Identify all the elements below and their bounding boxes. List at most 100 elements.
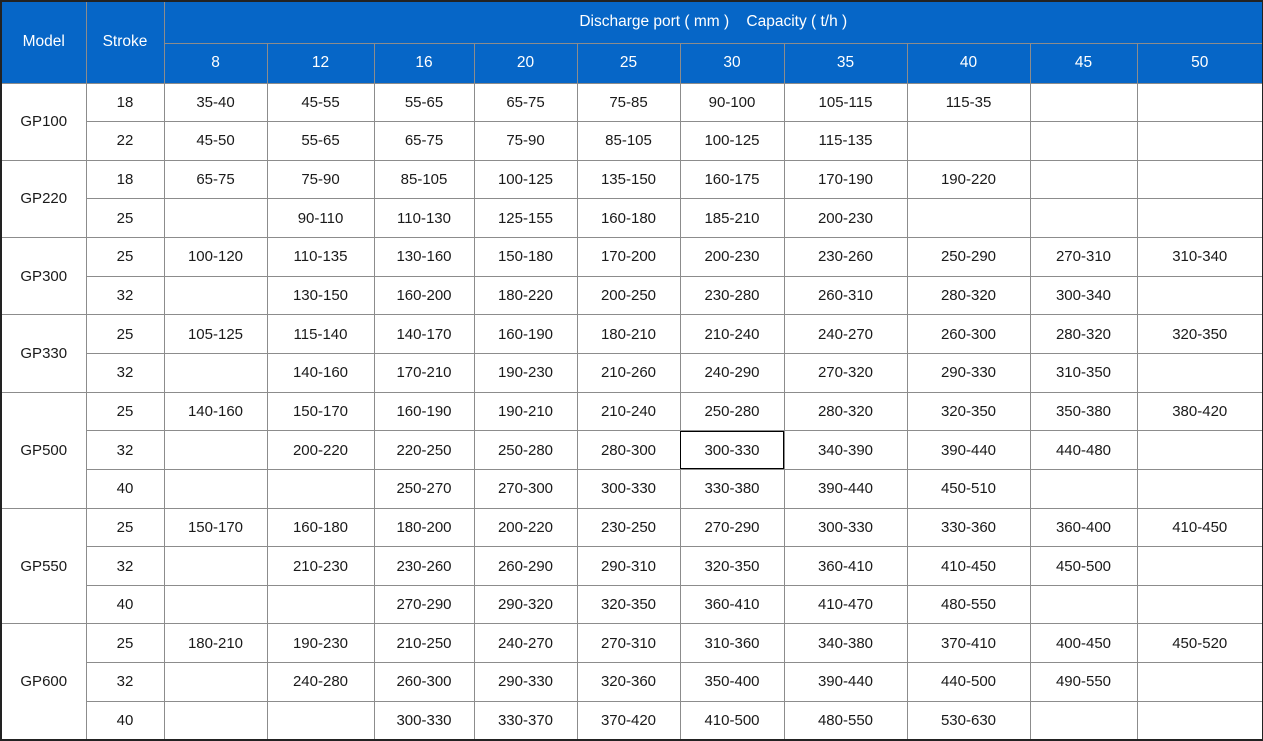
port-header-25: 25 xyxy=(576,42,681,84)
stroke-cell: 18 xyxy=(85,159,165,200)
stroke-cell: 32 xyxy=(85,546,165,586)
discharge-capacity-header: Discharge port ( mm ) Capacity ( t/h ) xyxy=(163,0,1263,44)
capacity-cell: 260-290 xyxy=(473,546,578,586)
capacity-cell: 210-250 xyxy=(373,623,475,664)
capacity-cell: 65-75 xyxy=(473,82,578,123)
capacity-cell: 100-120 xyxy=(163,237,268,277)
capacity-cell: 280-320 xyxy=(1029,314,1138,354)
capacity-cell xyxy=(1136,198,1263,239)
capacity-cell: 450-500 xyxy=(1029,546,1138,586)
capacity-cell: 350-380 xyxy=(1029,391,1138,432)
stroke-cell: 18 xyxy=(85,82,165,123)
capacity-cell: 160-180 xyxy=(266,507,375,548)
capacity-cell: 110-135 xyxy=(266,237,375,277)
capacity-cell: 300-330 xyxy=(783,507,908,548)
capacity-cell: 180-210 xyxy=(163,623,268,664)
capacity-cell: 480-550 xyxy=(783,700,908,741)
capacity-cell: 140-160 xyxy=(266,352,375,393)
capacity-cell: 200-230 xyxy=(783,198,908,239)
capacity-cell: 90-110 xyxy=(266,198,375,239)
capacity-cell: 300-330 xyxy=(373,700,475,741)
capacity-cell: 320-350 xyxy=(679,546,785,586)
header-row-top: Model Stroke Discharge port ( mm ) Capac… xyxy=(0,0,1263,84)
capacity-cell xyxy=(163,584,268,625)
capacity-cell: 200-250 xyxy=(576,275,681,316)
capacity-cell: 180-220 xyxy=(473,275,578,316)
capacity-cell: 370-410 xyxy=(906,623,1031,664)
stroke-column-header: Stroke xyxy=(85,0,165,84)
capacity-cell: 410-450 xyxy=(906,546,1031,586)
capacity-cell: 440-500 xyxy=(906,662,1031,702)
capacity-cell: 125-155 xyxy=(473,198,578,239)
capacity-cell: 185-210 xyxy=(679,198,785,239)
capacity-cell: 310-350 xyxy=(1029,352,1138,393)
capacity-cell: 55-65 xyxy=(373,82,475,123)
capacity-cell: 280-300 xyxy=(576,430,681,470)
capacity-cell xyxy=(1136,121,1263,161)
capacity-cell: 240-270 xyxy=(473,623,578,664)
capacity-cell xyxy=(163,198,268,239)
capacity-cell: 135-150 xyxy=(576,159,681,200)
capacity-cell: 45-50 xyxy=(163,121,268,161)
capacity-cell xyxy=(1136,159,1263,200)
capacity-cell: 330-380 xyxy=(679,468,785,509)
capacity-cell xyxy=(163,546,268,586)
model-cell: GP220 xyxy=(0,159,87,239)
capacity-cell: 270-310 xyxy=(576,623,681,664)
capacity-cell xyxy=(266,584,375,625)
capacity-cell: 490-550 xyxy=(1029,662,1138,702)
port-header-50: 50 xyxy=(1136,42,1263,84)
table-row: 32 130-150 160-200 180-220 200-250 230-280 260… xyxy=(1,275,1263,316)
stroke-cell: 40 xyxy=(85,584,165,625)
capacity-cell: 290-330 xyxy=(906,352,1031,393)
capacity-cell: 340-390 xyxy=(783,430,908,470)
capacity-cell: 230-280 xyxy=(679,275,785,316)
capacity-cell xyxy=(266,468,375,509)
capacity-cell: 130-160 xyxy=(373,237,475,277)
capacity-cell: 55-65 xyxy=(266,121,375,161)
capacity-cell: 230-250 xyxy=(576,507,681,548)
capacity-cell: 360-410 xyxy=(783,546,908,586)
capacity-cell: 85-105 xyxy=(576,121,681,161)
table-header: Model Stroke Discharge port ( mm ) Capac… xyxy=(0,0,1263,84)
capacity-cell xyxy=(1029,82,1138,123)
capacity-cell: 300-330 xyxy=(679,430,785,470)
capacity-cell: 160-190 xyxy=(473,314,578,354)
stroke-cell: 25 xyxy=(85,623,165,664)
model-cell: GP600 xyxy=(0,623,87,741)
capacity-cell: 440-480 xyxy=(1029,430,1138,470)
capacity-cell xyxy=(1029,198,1138,239)
capacity-cell xyxy=(1136,584,1263,625)
stroke-cell: 25 xyxy=(85,314,165,354)
capacity-cell: 410-470 xyxy=(783,584,908,625)
capacity-cell: 450-520 xyxy=(1136,623,1263,664)
capacity-cell: 140-160 xyxy=(163,391,268,432)
capacity-cell: 140-170 xyxy=(373,314,475,354)
capacity-cell: 100-125 xyxy=(473,159,578,200)
capacity-cell: 200-220 xyxy=(266,430,375,470)
table-body: GP100 18 35-40 45-55 55-65 65-75 75-85 90-100 10… xyxy=(0,82,1263,741)
stroke-cell: 40 xyxy=(85,468,165,509)
capacity-cell: 270-290 xyxy=(679,507,785,548)
capacity-cell: 270-290 xyxy=(373,584,475,625)
table-row: GP330 25 105-125 115-140 140-170 160-190 180-2… xyxy=(0,314,1263,393)
capacity-cell: 190-210 xyxy=(473,391,578,432)
capacity-cell xyxy=(1136,82,1263,123)
header-row-ports: 8 12 16 20 25 30 35 40 45 50 xyxy=(1,42,1263,84)
capacity-cell: 270-320 xyxy=(783,352,908,393)
capacity-cell: 370-420 xyxy=(576,700,681,741)
capacity-cell xyxy=(1029,468,1138,509)
capacity-cell: 200-220 xyxy=(473,507,578,548)
capacity-cell: 75-85 xyxy=(576,82,681,123)
stroke-cell: 22 xyxy=(85,121,165,161)
capacity-cell: 410-450 xyxy=(1136,507,1263,548)
capacity-cell: 250-280 xyxy=(473,430,578,470)
model-cell: GP330 xyxy=(0,314,87,393)
capacity-cell xyxy=(1136,352,1263,393)
capacity-cell: 115-135 xyxy=(783,121,908,161)
capacity-cell: 170-200 xyxy=(576,237,681,277)
capacity-cell: 150-170 xyxy=(266,391,375,432)
capacity-cell xyxy=(163,430,268,470)
capacity-cell: 115-140 xyxy=(266,314,375,354)
capacity-cell: 310-340 xyxy=(1136,237,1263,277)
